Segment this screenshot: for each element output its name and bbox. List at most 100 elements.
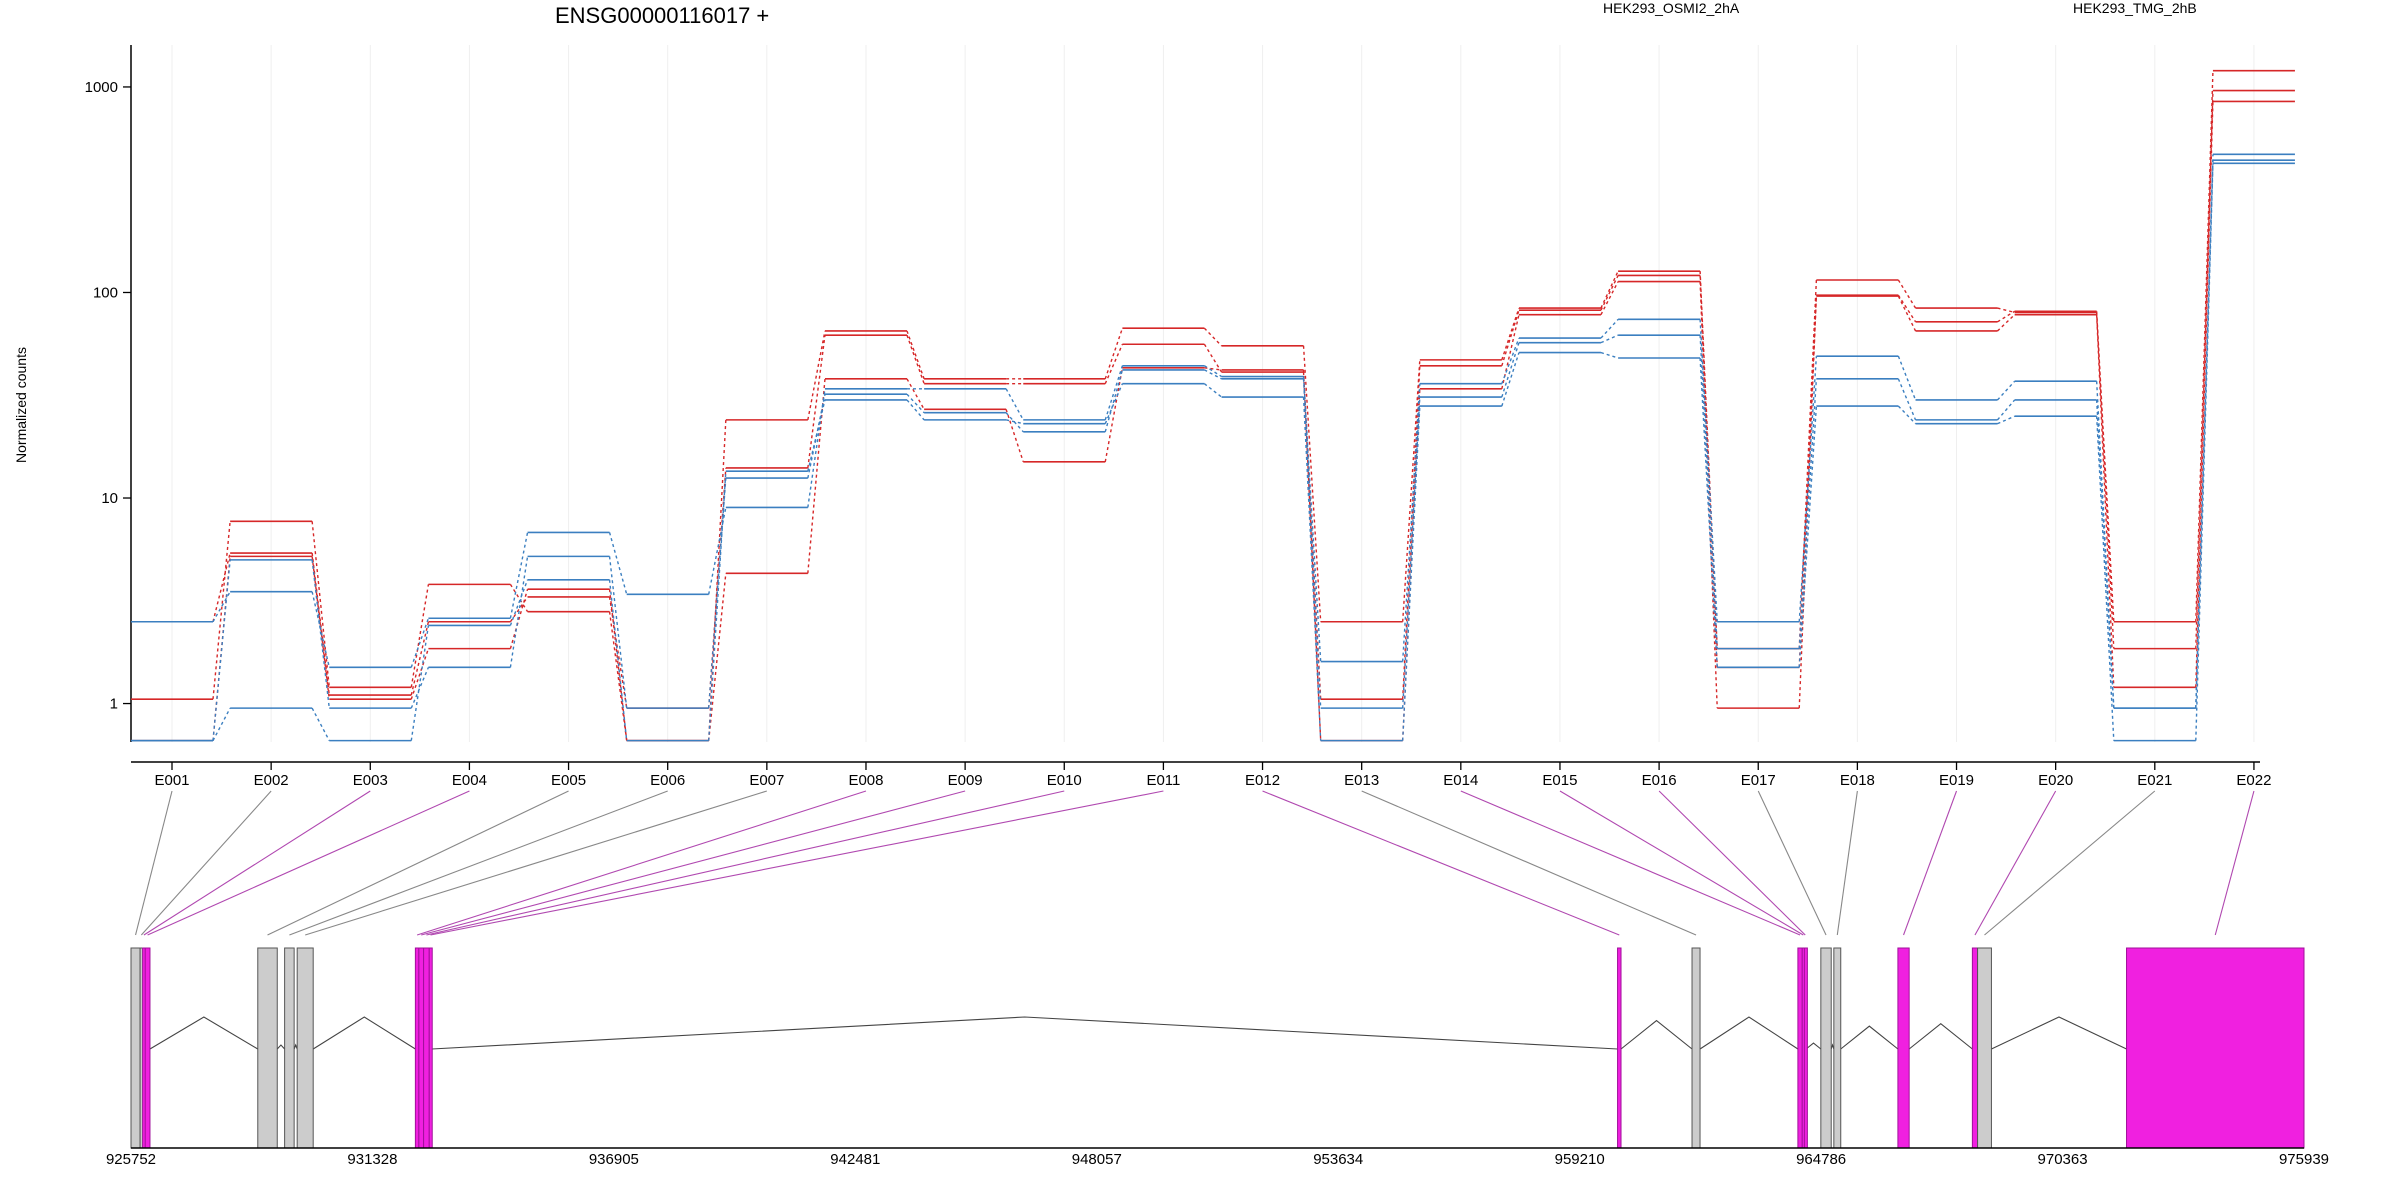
exon-feature xyxy=(144,947,151,1149)
series-connector xyxy=(1996,399,2016,421)
series-connector xyxy=(1600,281,1619,315)
series-connector xyxy=(2195,163,2214,741)
exon-feature xyxy=(418,947,425,1149)
intron xyxy=(1991,1016,2127,1050)
series-connector xyxy=(212,552,231,622)
x-tick-label: E020 xyxy=(2038,772,2073,789)
x-tick-label: E015 xyxy=(1542,772,1577,789)
series-connector xyxy=(1600,351,1619,359)
x-tick-label: E019 xyxy=(1939,772,1974,789)
exon-feature xyxy=(1977,947,1992,1149)
series-connector xyxy=(212,559,231,741)
y-tick-label: 10 xyxy=(101,490,118,507)
coordinate-label: 970363 xyxy=(2038,1151,2088,1168)
x-tick-label: E021 xyxy=(2137,772,2172,789)
exon-link xyxy=(1460,790,1801,936)
series-connector xyxy=(1699,319,1718,622)
intron xyxy=(1908,1023,1973,1050)
series-connector xyxy=(708,573,727,741)
series-connector xyxy=(2195,160,2214,709)
exon-feature xyxy=(1820,947,1832,1149)
exon-feature xyxy=(1691,947,1701,1149)
series-connector xyxy=(509,589,529,649)
exon-link xyxy=(267,790,569,936)
exon-feature xyxy=(1797,947,1803,1149)
series-connector xyxy=(509,584,529,613)
genomic-coordinates: 925752 931328 936905 942481 948057 953634 9592… xyxy=(106,1151,2329,1168)
intron xyxy=(149,1016,259,1050)
exon-feature xyxy=(423,947,430,1149)
series-6 xyxy=(131,162,2295,742)
series-4 xyxy=(131,153,2295,709)
exon-feature xyxy=(428,947,433,1149)
series-connector xyxy=(311,591,330,668)
series-connector xyxy=(410,618,430,668)
intron xyxy=(312,1016,416,1050)
series-connector xyxy=(1600,275,1619,311)
exon-link xyxy=(1262,790,1620,936)
exon-link xyxy=(1984,790,2156,936)
series-connector xyxy=(1897,378,1917,421)
coordinate-label: 931328 xyxy=(347,1151,397,1168)
exon-link xyxy=(143,790,371,936)
x-tick-label: E018 xyxy=(1840,772,1875,789)
series-connector xyxy=(608,589,628,741)
x-tick-label: E017 xyxy=(1741,772,1776,789)
series-connector xyxy=(1798,356,1818,622)
series-connector xyxy=(410,625,430,741)
series-connector xyxy=(1600,318,1619,339)
x-tick-label: E003 xyxy=(353,772,388,789)
series-connector xyxy=(1600,270,1619,309)
series-connector xyxy=(1699,357,1718,668)
series-connector xyxy=(2095,312,2115,622)
x-tick-label: E008 xyxy=(848,772,883,789)
series-connector xyxy=(2095,314,2115,688)
series-connector xyxy=(1302,345,1322,622)
exon-link xyxy=(1836,790,1858,936)
series-connector xyxy=(1897,295,1917,332)
x-tick-label: E010 xyxy=(1047,772,1082,789)
exon-feature xyxy=(414,947,420,1149)
exon-link xyxy=(426,790,1065,936)
series-connector xyxy=(807,399,826,472)
series-connector xyxy=(608,556,628,709)
exon-link xyxy=(147,790,470,936)
series-lines xyxy=(131,69,2295,742)
chart-title: ENSG00000116017 + xyxy=(555,3,769,28)
series-connector xyxy=(2095,311,2115,649)
intron xyxy=(1699,1016,1799,1050)
intron xyxy=(276,1044,286,1050)
x-tick-label: E005 xyxy=(551,772,586,789)
x-tick-label: E022 xyxy=(2236,772,2271,789)
series-connector xyxy=(1897,405,1917,425)
series-connector xyxy=(1104,383,1124,424)
coordinate-label: 964786 xyxy=(1796,1151,1846,1168)
series-connector xyxy=(807,388,826,508)
intron xyxy=(431,1016,1618,1050)
coordinate-label: 959210 xyxy=(1555,1151,1605,1168)
vertical-grid xyxy=(171,45,2255,742)
series-connector xyxy=(1997,415,2015,425)
exon-feature xyxy=(2126,947,2305,1149)
series-connector xyxy=(1798,296,1818,709)
series-connector xyxy=(906,330,925,380)
series-connector xyxy=(509,579,529,626)
exon-link xyxy=(2214,790,2255,936)
series-connector xyxy=(1401,383,1421,662)
series-connector xyxy=(1501,337,1520,384)
series-connector xyxy=(906,393,925,414)
series-connector xyxy=(1699,335,1718,649)
x-tick-label: E013 xyxy=(1344,772,1379,789)
exon-feature xyxy=(257,947,278,1149)
series-connector xyxy=(1401,406,1421,741)
series-connector xyxy=(1401,359,1421,622)
series-connector xyxy=(1798,279,1818,649)
exon-feature xyxy=(284,947,295,1149)
series-connector xyxy=(212,707,231,741)
series-connector xyxy=(608,579,628,741)
x-tick-label: E011 xyxy=(1146,772,1180,789)
coordinate-label: 942481 xyxy=(830,1151,880,1168)
exon-link xyxy=(1559,790,1804,936)
exon-links xyxy=(135,790,2255,936)
series-connector xyxy=(807,335,826,469)
